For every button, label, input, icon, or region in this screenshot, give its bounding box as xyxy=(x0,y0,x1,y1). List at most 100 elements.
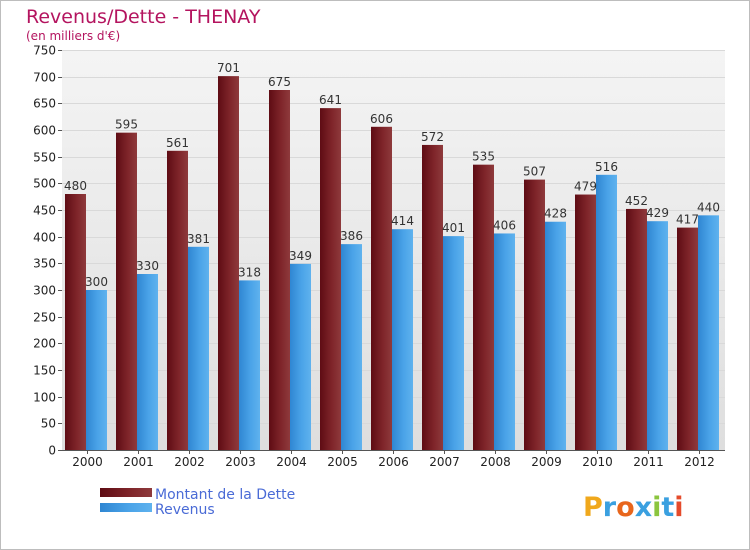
bar-revenus xyxy=(545,221,566,450)
y-tick-label: 500 xyxy=(33,177,56,191)
legend-label-revenus: Revenus xyxy=(155,502,215,518)
value-label-dette: 452 xyxy=(625,194,648,208)
bar-dette xyxy=(575,194,596,450)
bar-dette xyxy=(269,90,290,450)
bar-revenus xyxy=(392,229,413,450)
value-label-revenus: 428 xyxy=(544,207,567,221)
data-labels: 480 300 595 330 561 381 701 318 675 349 641 386 606 4… xyxy=(64,61,720,289)
y-tick-label: 50 xyxy=(41,417,56,431)
x-tick-label: 2011 xyxy=(633,455,664,469)
bar-revenus xyxy=(698,215,719,450)
value-label-dette: 595 xyxy=(115,118,138,132)
value-label-revenus: 414 xyxy=(391,214,414,228)
bar-revenus xyxy=(137,274,158,450)
bar-revenus xyxy=(188,246,209,450)
y-tick-label: 700 xyxy=(33,71,56,85)
bar-dette xyxy=(626,208,647,450)
legend: Montant de la Dette Revenus xyxy=(100,487,295,518)
value-label-dette: 479 xyxy=(574,180,597,194)
logo-letter: o xyxy=(616,492,635,523)
bar-dette xyxy=(116,132,137,450)
value-label-dette: 561 xyxy=(166,136,189,150)
x-tick-label: 2007 xyxy=(429,455,460,469)
x-tick-label: 2008 xyxy=(480,455,511,469)
value-label-dette: 606 xyxy=(370,112,393,126)
y-tick-label: 200 xyxy=(33,337,56,351)
bar-revenus xyxy=(596,174,617,451)
bar-dette xyxy=(422,144,443,450)
legend-swatch-debt xyxy=(100,488,152,497)
value-label-dette: 701 xyxy=(217,61,240,75)
bar-dette xyxy=(65,194,86,450)
value-label-revenus: 429 xyxy=(646,206,669,220)
y-tick-label: 250 xyxy=(33,311,56,325)
x-tick-label: 2002 xyxy=(174,455,205,469)
x-tick-label: 2001 xyxy=(123,455,154,469)
x-tick-label: 2004 xyxy=(276,455,307,469)
y-tick-label: 300 xyxy=(33,284,56,298)
bar-revenus xyxy=(494,233,515,450)
value-label-dette: 641 xyxy=(319,93,342,107)
y-tick-label: 100 xyxy=(33,391,56,405)
value-label-revenus: 349 xyxy=(289,249,312,263)
bar-revenus xyxy=(239,280,260,450)
value-label-dette: 535 xyxy=(472,150,495,164)
y-tick-label: 450 xyxy=(33,204,56,218)
bars xyxy=(65,76,719,451)
legend-label-debt: Montant de la Dette xyxy=(155,487,295,503)
logo-letter: r xyxy=(603,492,617,523)
y-tick-label: 750 xyxy=(33,44,56,58)
logo-letter: t xyxy=(661,492,674,523)
bar-dette xyxy=(371,126,392,451)
bar-revenus xyxy=(290,263,311,450)
value-label-revenus: 406 xyxy=(493,218,516,232)
logo-letter: i xyxy=(674,492,683,523)
logo-text: Proxiti xyxy=(583,492,684,523)
bar-revenus xyxy=(86,290,107,450)
y-tick-label: 350 xyxy=(33,257,56,271)
value-label-revenus: 381 xyxy=(187,232,210,246)
bar-dette xyxy=(677,227,698,450)
bar-dette xyxy=(218,76,239,450)
value-label-revenus: 318 xyxy=(238,265,261,279)
value-label-dette: 675 xyxy=(268,75,291,89)
x-axis-ticks: 2000 2001 2002 2003 2004 2005 2006 2007 2008 2009… xyxy=(72,450,715,469)
value-label-revenus: 330 xyxy=(136,259,159,273)
bar-dette xyxy=(473,164,494,450)
value-label-revenus: 440 xyxy=(697,200,720,214)
value-label-dette: 480 xyxy=(64,179,87,193)
x-tick-label: 2006 xyxy=(378,455,409,469)
bar-revenus xyxy=(341,244,362,450)
value-label-revenus: 516 xyxy=(595,160,618,174)
y-tick-label: 550 xyxy=(33,151,56,165)
chart-title: Revenus/Dette - THENAY xyxy=(26,6,261,28)
bar-dette xyxy=(167,150,188,451)
logo-letter: i xyxy=(652,492,661,523)
value-label-dette: 417 xyxy=(676,213,699,227)
value-label-revenus: 300 xyxy=(85,275,108,289)
chart-subtitle: (en milliers d'€) xyxy=(26,29,120,43)
bar-revenus xyxy=(647,221,668,450)
legend-swatch-revenus xyxy=(100,503,152,512)
value-label-revenus: 386 xyxy=(340,229,363,243)
x-tick-label: 2009 xyxy=(531,455,562,469)
x-tick-label: 2012 xyxy=(684,455,715,469)
y-tick-label: 0 xyxy=(48,444,56,458)
x-tick-label: 2005 xyxy=(327,455,358,469)
y-tick-label: 650 xyxy=(33,97,56,111)
x-tick-label: 2000 xyxy=(72,455,103,469)
y-tick-label: 600 xyxy=(33,124,56,138)
y-tick-label: 150 xyxy=(33,364,56,378)
y-axis-ticks: 0 50 100 150 200 250 300 350 400 450 500 550 600 650 7… xyxy=(33,44,62,458)
value-label-dette: 572 xyxy=(421,130,444,144)
bar-revenus xyxy=(443,236,464,450)
x-tick-label: 2010 xyxy=(582,455,613,469)
logo-letter: P xyxy=(583,492,603,523)
bar-dette xyxy=(524,179,545,450)
x-tick-label: 2003 xyxy=(225,455,256,469)
proxiti-logo: Proxiti xyxy=(583,492,684,523)
logo-letter: x xyxy=(635,492,652,523)
value-label-revenus: 401 xyxy=(442,221,465,235)
bar-dette xyxy=(320,108,341,450)
